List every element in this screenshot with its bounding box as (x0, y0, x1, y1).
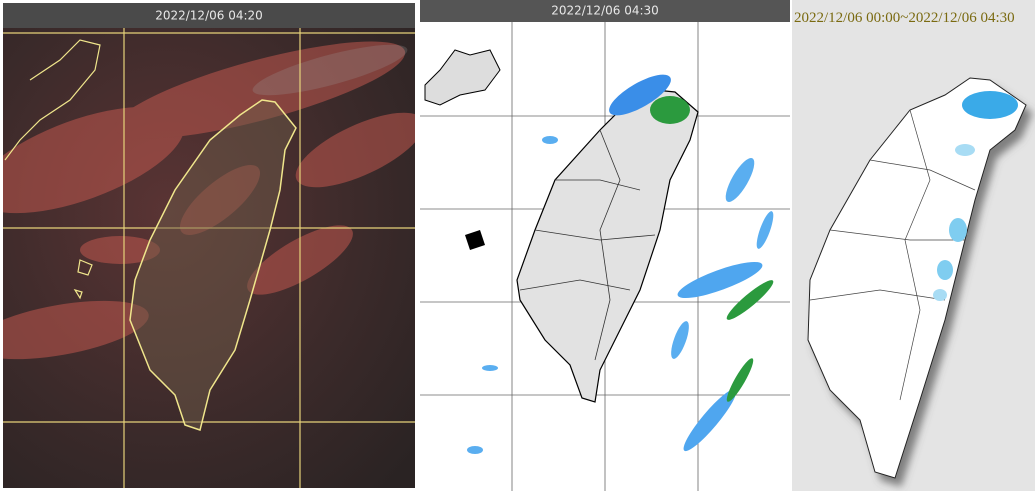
taiwan-outline (807, 77, 1027, 479)
panel-title: 2022/12/06 04:30 (551, 4, 659, 18)
taiwan-outline (129, 99, 297, 431)
taiwan-outline (516, 89, 699, 403)
rainfall-panel: 2022/12/06 00:00~2022/12/06 04:30 (792, 0, 1035, 491)
rain-areas (933, 91, 1018, 301)
coastline (4, 39, 101, 161)
panel-title: 2022/12/06 04:20 (155, 9, 263, 23)
radar-panel: 2022/12/06 04:30 (420, 0, 790, 491)
radar-echoes (467, 74, 774, 454)
panel-title: 2022/12/06 00:00~2022/12/06 04:30 (794, 10, 1015, 26)
title-bar (3, 3, 415, 28)
title-bar (420, 0, 790, 22)
satellite-panel: 2022/12/06 04:20 (0, 0, 416, 491)
